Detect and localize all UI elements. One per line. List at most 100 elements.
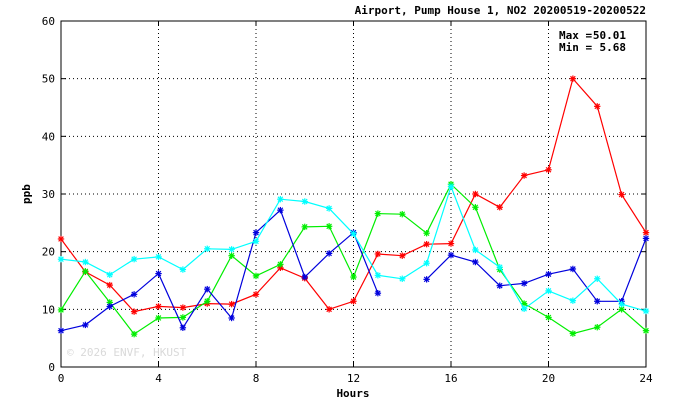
marker-stroke: [131, 256, 137, 262]
data-point: [520, 305, 528, 312]
marker-stroke: [58, 327, 64, 334]
data-point: [179, 266, 187, 273]
y-tick-label: 30: [42, 188, 55, 201]
data-point: [204, 298, 211, 305]
marker-stroke: [326, 205, 332, 212]
watermark: © 2026 ENVF, HKUST: [67, 346, 187, 359]
data-point: [545, 314, 552, 321]
marker-stroke: [180, 314, 186, 321]
marker-stroke: [180, 304, 186, 311]
data-point: [447, 240, 455, 247]
marker-stroke: [618, 306, 625, 313]
data-point: [399, 210, 406, 218]
marker-stroke: [545, 271, 552, 277]
y-tick-label: 10: [42, 303, 55, 316]
marker-stroke: [131, 291, 137, 298]
data-point: [325, 250, 333, 257]
data-point: [472, 246, 479, 254]
data-point: [569, 75, 577, 82]
data-point: [277, 261, 284, 268]
marker-stroke: [228, 315, 235, 321]
marker-stroke: [570, 330, 576, 337]
marker-stroke: [423, 260, 430, 267]
data-point: [423, 240, 430, 248]
marker-stroke: [350, 274, 357, 280]
data-point: [618, 300, 625, 308]
y-tick-label: 50: [42, 73, 55, 86]
marker-stroke: [350, 230, 357, 237]
marker-stroke: [545, 314, 552, 321]
marker-stroke: [496, 264, 503, 271]
data-point: [82, 268, 89, 275]
marker-stroke: [448, 183, 454, 190]
data-point: [594, 298, 601, 305]
marker-stroke: [326, 250, 332, 257]
marker-stroke: [204, 245, 211, 252]
y-tick-label: 20: [42, 246, 55, 259]
data-point: [520, 172, 528, 179]
marker-stroke: [131, 331, 137, 337]
marker-stroke: [375, 272, 381, 279]
marker-stroke: [643, 327, 649, 334]
series-line: [426, 238, 647, 302]
series-line: [60, 209, 379, 332]
data-point: [57, 306, 65, 314]
chart-title: Airport, Pump House 1, NO2 20200519-2020…: [355, 4, 646, 17]
marker-stroke: [472, 259, 479, 265]
marker-stroke: [155, 254, 162, 260]
data-point: [374, 272, 382, 279]
marker-stroke: [570, 266, 576, 272]
x-axis-title: Hours: [336, 387, 369, 400]
data-point: [179, 304, 187, 311]
x-tick-label: 8: [253, 372, 260, 385]
y-tick-label: 40: [42, 130, 55, 143]
marker-stroke: [423, 241, 430, 247]
data-point: [228, 252, 235, 259]
marker-stroke: [253, 291, 259, 298]
marker-stroke: [131, 308, 137, 315]
marker-stroke: [643, 308, 649, 314]
data-point: [130, 308, 138, 315]
data-point: [325, 223, 333, 230]
data-point: [374, 289, 382, 297]
data-point: [594, 103, 601, 110]
data-point: [447, 251, 455, 259]
stats-min-value: 5.68: [600, 41, 627, 54]
marker-stroke: [521, 305, 527, 312]
data-point: [155, 314, 162, 322]
y-tick-label: 0: [48, 361, 55, 374]
data-point: [399, 252, 406, 259]
marker-stroke: [82, 259, 89, 265]
stats-min-label: Min =: [559, 41, 592, 54]
x-tick-label: 20: [542, 372, 555, 385]
marker-stroke: [570, 297, 576, 304]
marker-stroke: [253, 229, 259, 236]
data-point: [569, 297, 577, 304]
marker-stroke: [301, 274, 308, 280]
data-point: [106, 281, 113, 289]
data-point: [301, 273, 308, 281]
data-point: [228, 246, 235, 253]
data-point: [106, 271, 113, 278]
data-point: [204, 285, 211, 293]
marker-stroke: [472, 247, 479, 253]
series-4: [57, 183, 650, 315]
marker-stroke: [496, 204, 503, 211]
marker-stroke: [155, 270, 162, 277]
marker-stroke: [545, 288, 552, 294]
marker-stroke: [82, 268, 89, 275]
data-point: [155, 253, 162, 261]
marker-stroke: [350, 298, 357, 305]
marker-stroke: [277, 261, 284, 268]
x-axis-tick-labels: 0 4 8 12 16 20 24: [58, 372, 653, 385]
x-tick-label: 24: [639, 372, 653, 385]
x-tick-label: 4: [155, 372, 162, 385]
data-point: [374, 250, 382, 258]
data-point: [642, 307, 650, 315]
data-point: [57, 235, 65, 243]
data-point: [252, 238, 260, 245]
marker-stroke: [58, 236, 64, 242]
data-point: [594, 275, 601, 282]
marker-stroke: [472, 191, 479, 197]
